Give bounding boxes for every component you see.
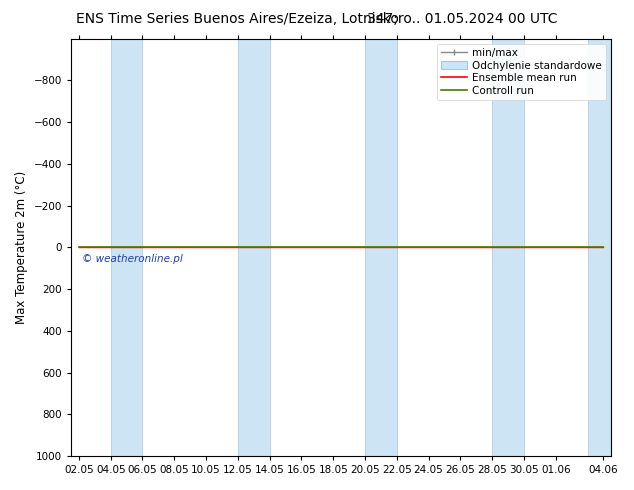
Bar xyxy=(238,39,269,456)
Text: 347;ro.. 01.05.2024 00 UTC: 347;ro.. 01.05.2024 00 UTC xyxy=(368,12,558,26)
Bar xyxy=(365,39,397,456)
Bar xyxy=(588,39,634,456)
Text: ENS Time Series Buenos Aires/Ezeiza, Lotnisko: ENS Time Series Buenos Aires/Ezeiza, Lot… xyxy=(76,12,399,26)
Bar xyxy=(111,39,143,456)
Bar xyxy=(492,39,524,456)
Text: © weatheronline.pl: © weatheronline.pl xyxy=(82,254,183,264)
Y-axis label: Max Temperature 2m (°C): Max Temperature 2m (°C) xyxy=(15,171,28,324)
Legend: min/max, Odchylenie standardowe, Ensemble mean run, Controll run: min/max, Odchylenie standardowe, Ensembl… xyxy=(437,44,606,100)
